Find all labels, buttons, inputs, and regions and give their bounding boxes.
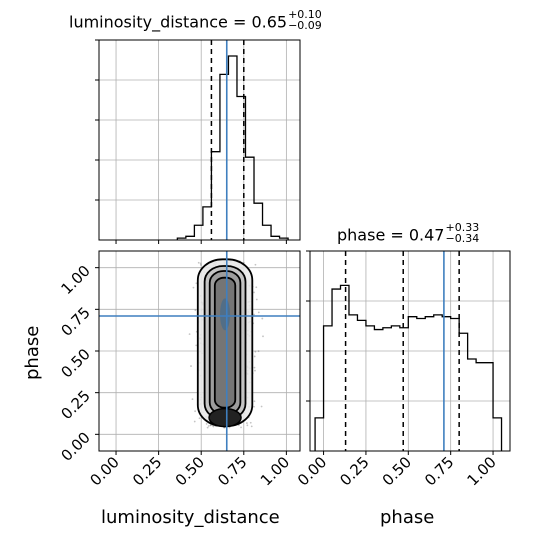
joint-contour-3 bbox=[213, 276, 237, 409]
hist-phase-xtick-label-1: 0.25 bbox=[336, 453, 372, 489]
joint-xtick-label-4: 1.00 bbox=[257, 453, 293, 489]
joint-point bbox=[254, 369, 256, 372]
joint-contour-core-upper bbox=[220, 298, 231, 331]
joint-xtick-label-3: 0.75 bbox=[214, 453, 250, 489]
joint-point bbox=[194, 309, 197, 312]
title-phase-minus: −0.34 bbox=[445, 232, 480, 245]
hist-phase-xtick-label-2: 0.50 bbox=[379, 453, 415, 489]
joint-xtick-label-1: 0.25 bbox=[129, 453, 165, 489]
joint-point bbox=[255, 298, 258, 301]
title-phase: phase = 0.47 +0.33 −0.34 bbox=[337, 221, 480, 247]
joint-point bbox=[253, 400, 256, 403]
joint-point bbox=[198, 417, 201, 420]
joint-xtick-label-0: 0.00 bbox=[87, 453, 123, 489]
joint-ytick-label-1: 0.25 bbox=[57, 387, 93, 423]
joint-point bbox=[240, 426, 242, 429]
joint-point bbox=[209, 424, 212, 427]
joint-point bbox=[246, 424, 249, 427]
joint-point bbox=[195, 344, 198, 347]
hist-phase-xtick-label-4: 1.00 bbox=[464, 453, 500, 489]
title-distance-minus: −0.09 bbox=[288, 19, 322, 32]
joint-point bbox=[253, 405, 255, 408]
joint-point bbox=[254, 350, 257, 353]
title-phase-median: 0.47 bbox=[408, 225, 445, 245]
joint-point bbox=[253, 291, 255, 294]
joint-point bbox=[206, 426, 209, 429]
joint-point bbox=[193, 420, 196, 423]
joint-ytick-label-3: 0.75 bbox=[57, 303, 93, 339]
hist-phase-xtick-label-3: 0.75 bbox=[421, 453, 457, 489]
joint-point bbox=[253, 366, 256, 369]
joint-ytick-label-0: 0.00 bbox=[57, 428, 93, 464]
title-phase-plus: +0.33 bbox=[445, 221, 480, 234]
joint-point bbox=[249, 421, 252, 424]
joint-point bbox=[250, 425, 253, 428]
hist-distance-steps bbox=[176, 55, 289, 240]
hist-phase-steps bbox=[314, 284, 503, 451]
joint-point bbox=[262, 335, 264, 338]
joint-point bbox=[254, 263, 257, 266]
title-distance: luminosity_distance = 0.65 +0.10 −0.09 bbox=[69, 8, 322, 34]
title-distance-median: 0.65 bbox=[251, 12, 288, 32]
joint-point bbox=[246, 422, 248, 424]
joint-ytick-label-4: 1.00 bbox=[57, 262, 93, 298]
joint-xtick-label-2: 0.50 bbox=[172, 453, 208, 489]
joint-point bbox=[199, 262, 202, 265]
joint-point bbox=[194, 410, 197, 413]
title-distance-label: luminosity_distance = bbox=[69, 12, 252, 32]
joint-point bbox=[200, 264, 202, 266]
hist-phase-xtick-label-0: 0.00 bbox=[294, 453, 330, 489]
joint-point bbox=[188, 333, 191, 336]
joint-point bbox=[212, 425, 215, 428]
joint-point bbox=[205, 423, 208, 425]
title-phase-label: phase = bbox=[337, 225, 409, 245]
hist-distance-frame bbox=[98, 39, 301, 241]
joint-point bbox=[253, 355, 256, 358]
joint-point bbox=[195, 282, 198, 285]
joint-ytick-label-2: 0.50 bbox=[57, 345, 93, 381]
x-axis-label-phase: phase bbox=[380, 507, 435, 528]
joint-point bbox=[261, 317, 264, 320]
joint-point bbox=[207, 425, 210, 427]
joint-point bbox=[260, 405, 263, 408]
joint-point bbox=[192, 286, 195, 289]
joint-point bbox=[257, 311, 260, 314]
joint-contour-core bbox=[208, 407, 242, 428]
y-axis-label-phase: phase bbox=[22, 325, 43, 380]
joint-point bbox=[253, 313, 255, 316]
title-distance-plus: +0.10 bbox=[288, 8, 322, 21]
joint-point bbox=[197, 261, 200, 264]
joint-point bbox=[191, 398, 194, 401]
joint-point bbox=[255, 286, 258, 289]
x-axis-label-distance: luminosity_distance bbox=[101, 507, 280, 528]
joint-point bbox=[257, 350, 260, 353]
joint-point bbox=[190, 365, 192, 367]
